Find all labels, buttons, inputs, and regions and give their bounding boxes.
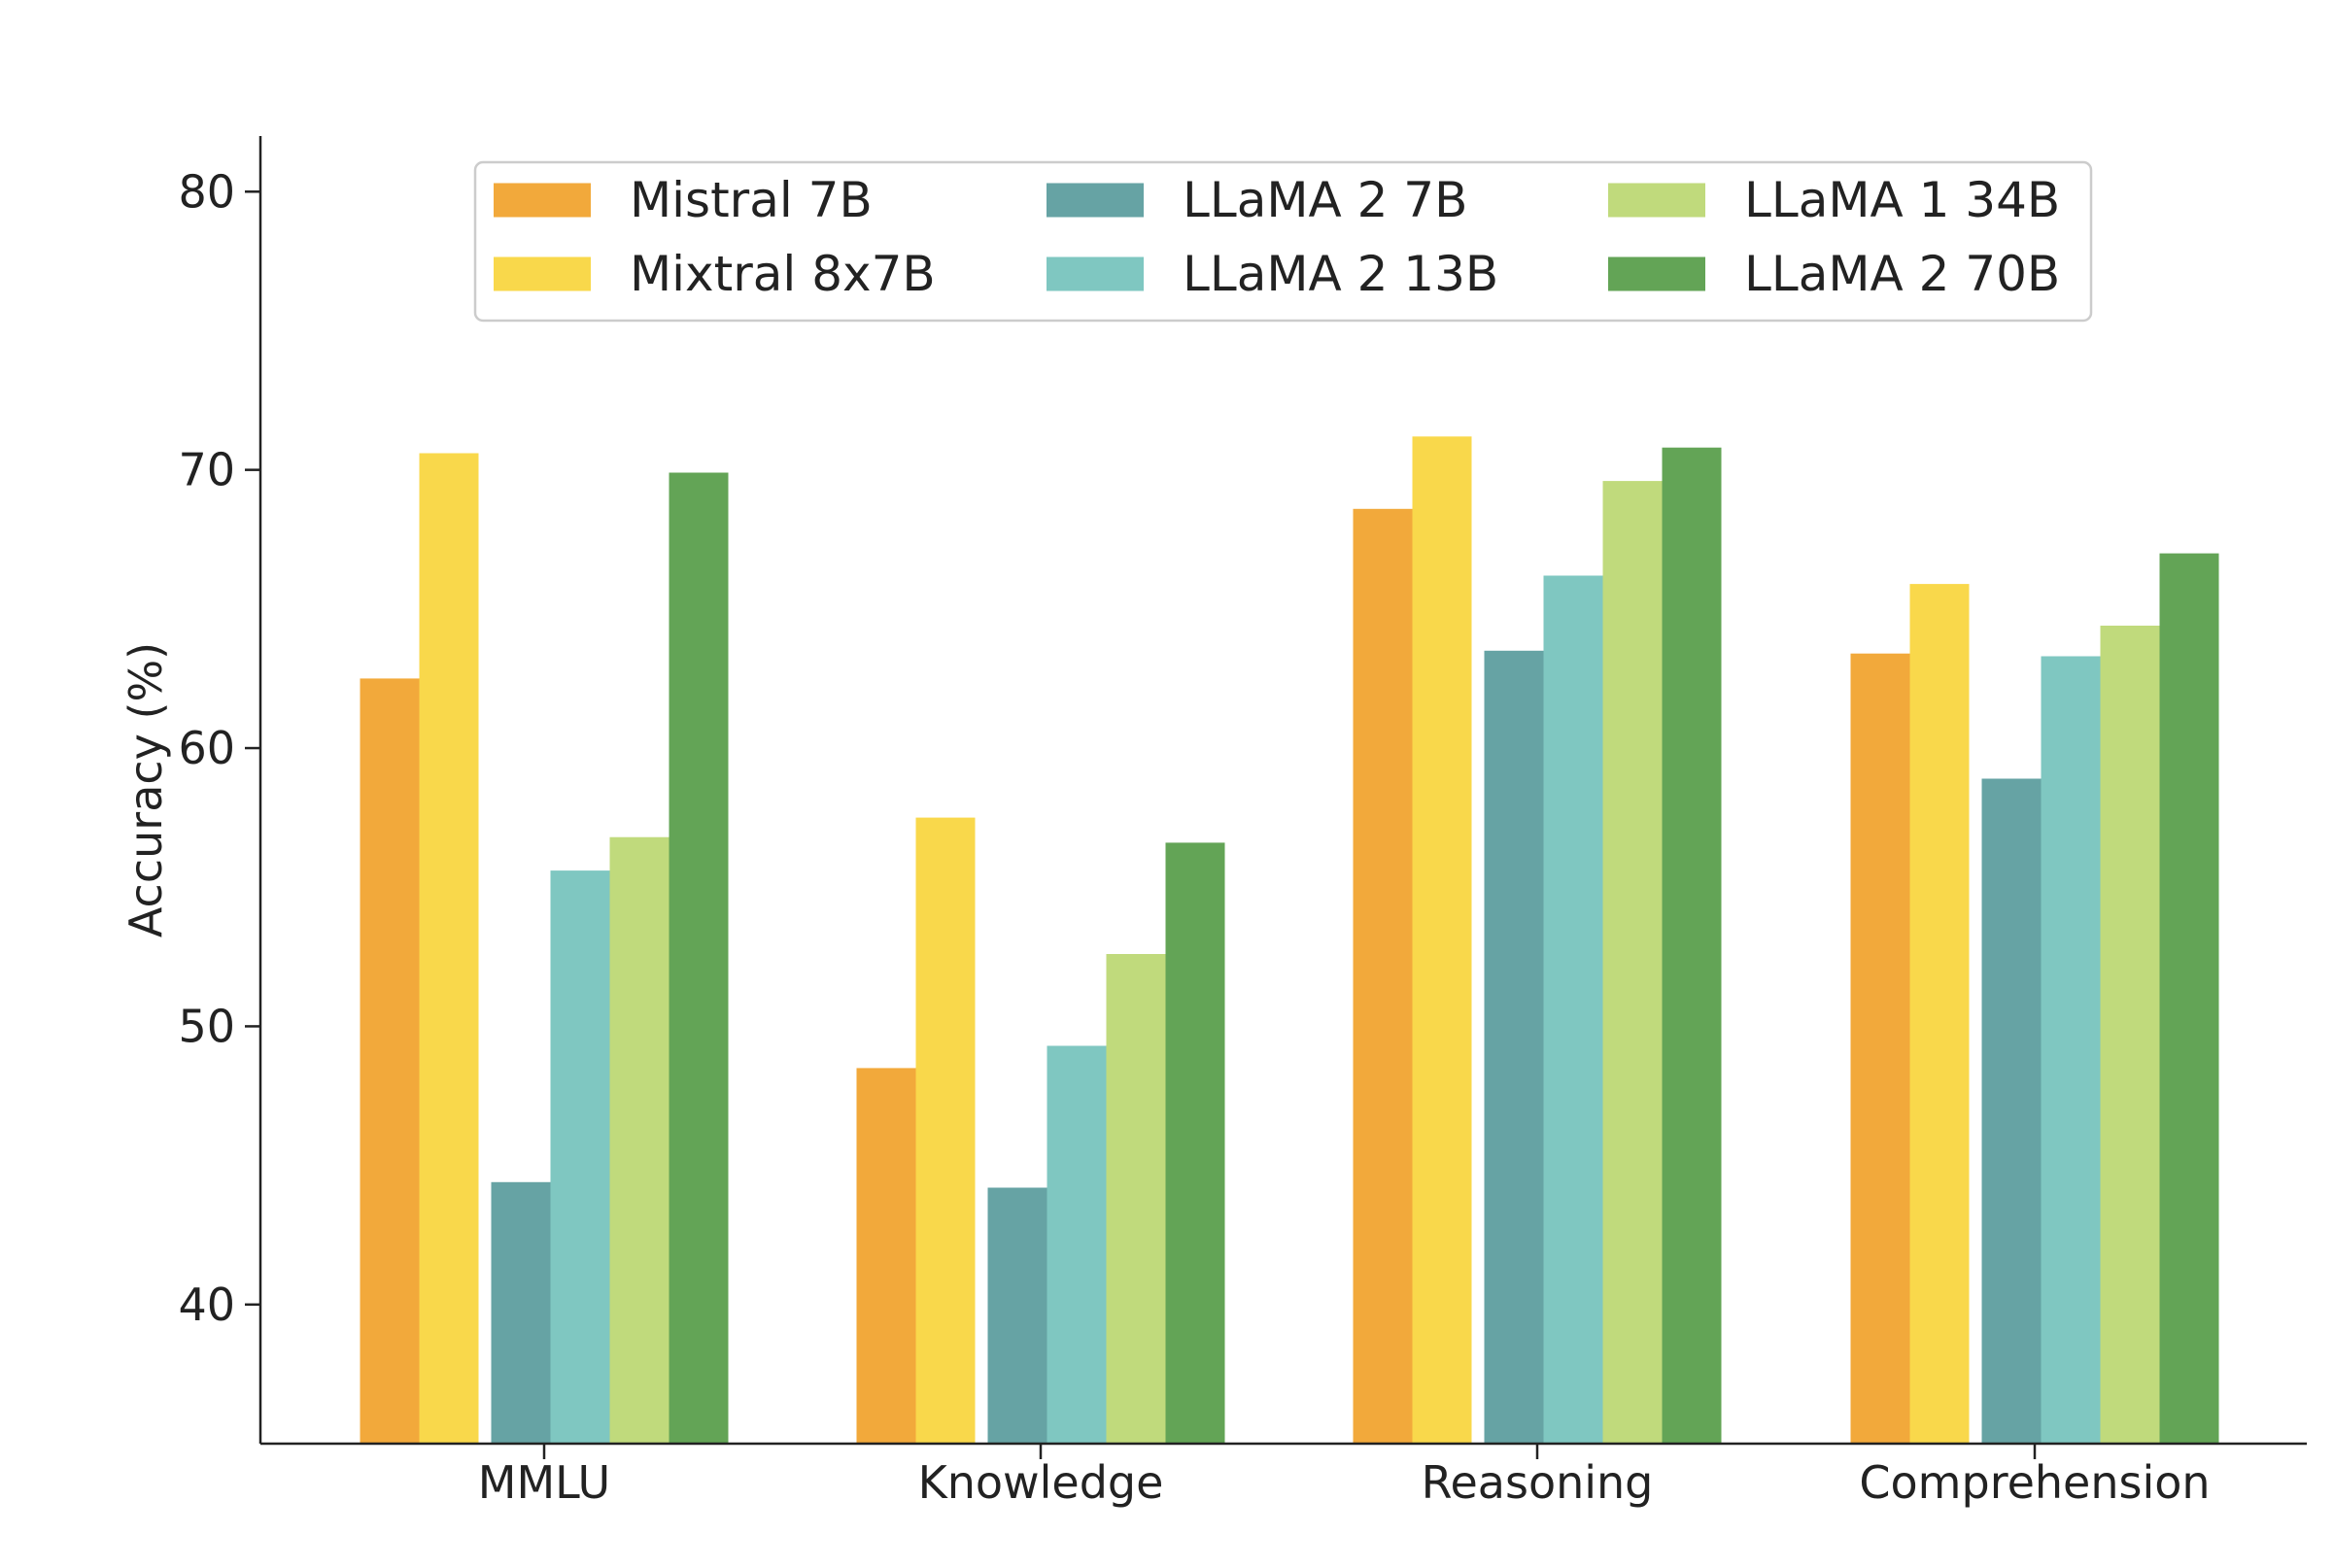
x-tick-label: Knowledge: [918, 1456, 1164, 1509]
bar-comprehension-llama-2-13b: [2041, 656, 2101, 1444]
legend-swatch: [1047, 183, 1144, 218]
x-ticks: MMLU Knowledge Reasoning Comprehension: [478, 1444, 2211, 1509]
legend-label: LLaMA 2 70B: [1744, 246, 2060, 302]
bar-reasoning-mixtral-8x7b: [1412, 436, 1472, 1444]
bar-knowledge-mistral-7b: [856, 1068, 916, 1444]
legend-label: Mixtral 8x7B: [630, 246, 936, 302]
bar-comprehension-mixtral-8x7b: [1909, 584, 1970, 1444]
legend-swatch: [494, 256, 591, 291]
bar-comprehension-llama-2-7b: [1981, 778, 2042, 1444]
axes-layer: [258, 136, 2307, 1446]
x-tick-label: Comprehension: [1859, 1456, 2210, 1509]
legend-swatch: [494, 183, 591, 218]
bar-comprehension-mistral-7b: [1850, 653, 1910, 1444]
legend-label: LLaMA 1 34B: [1744, 172, 2060, 228]
bar-knowledge-llama-2-13b: [1047, 1045, 1107, 1444]
legend-label: LLaMA 2 13B: [1183, 246, 1498, 302]
bar-mmlu-mixtral-8x7b: [419, 453, 479, 1444]
bar-mmlu-llama-2-13b: [550, 870, 610, 1444]
bar-knowledge-mixtral-8x7b: [915, 817, 976, 1444]
bar-mmlu-mistral-7b: [360, 678, 420, 1444]
bar-mmlu-llama-2-7b: [491, 1181, 551, 1444]
bar-knowledge-llama-2-70b: [1165, 842, 1225, 1444]
y-axis-label: Accuracy (%): [120, 642, 172, 937]
y-tick-label: 80: [178, 165, 235, 218]
bar-knowledge-llama-1-34b: [1106, 954, 1166, 1444]
y-tick-label: 60: [178, 722, 235, 774]
bar-reasoning-llama-1-34b: [1602, 481, 1663, 1445]
bar-comprehension-llama-2-70b: [2159, 553, 2219, 1444]
bar-mmlu-llama-2-70b: [669, 472, 729, 1444]
legend-swatch: [1608, 256, 1705, 291]
bar-mmlu-llama-1-34b: [609, 836, 669, 1444]
bar-reasoning-llama-2-7b: [1484, 650, 1544, 1444]
y-tick-label: 70: [178, 444, 235, 496]
legend: Mistral 7B Mixtral 8x7B LLaMA 2 7B LLaMA 2 …: [473, 160, 2093, 323]
legend-swatch: [1608, 183, 1705, 218]
bar-reasoning-llama-2-70b: [1662, 447, 1722, 1445]
bars-layer: [360, 436, 2219, 1445]
y-tick-label: 50: [178, 1000, 235, 1052]
bar-knowledge-llama-2-7b: [987, 1187, 1047, 1444]
bar-reasoning-llama-2-13b: [1543, 575, 1603, 1444]
x-tick-label: MMLU: [478, 1456, 610, 1509]
legend-label: Mistral 7B: [630, 172, 873, 228]
y-ticks: 40 50 60 70 80: [178, 165, 260, 1331]
x-tick-label: Reasoning: [1422, 1456, 1654, 1509]
legend-swatch: [1047, 256, 1144, 291]
legend-label: LLaMA 2 7B: [1183, 172, 1467, 228]
bar-reasoning-mistral-7b: [1353, 508, 1413, 1444]
bar-comprehension-llama-1-34b: [2100, 626, 2160, 1444]
y-tick-label: 40: [178, 1278, 235, 1331]
